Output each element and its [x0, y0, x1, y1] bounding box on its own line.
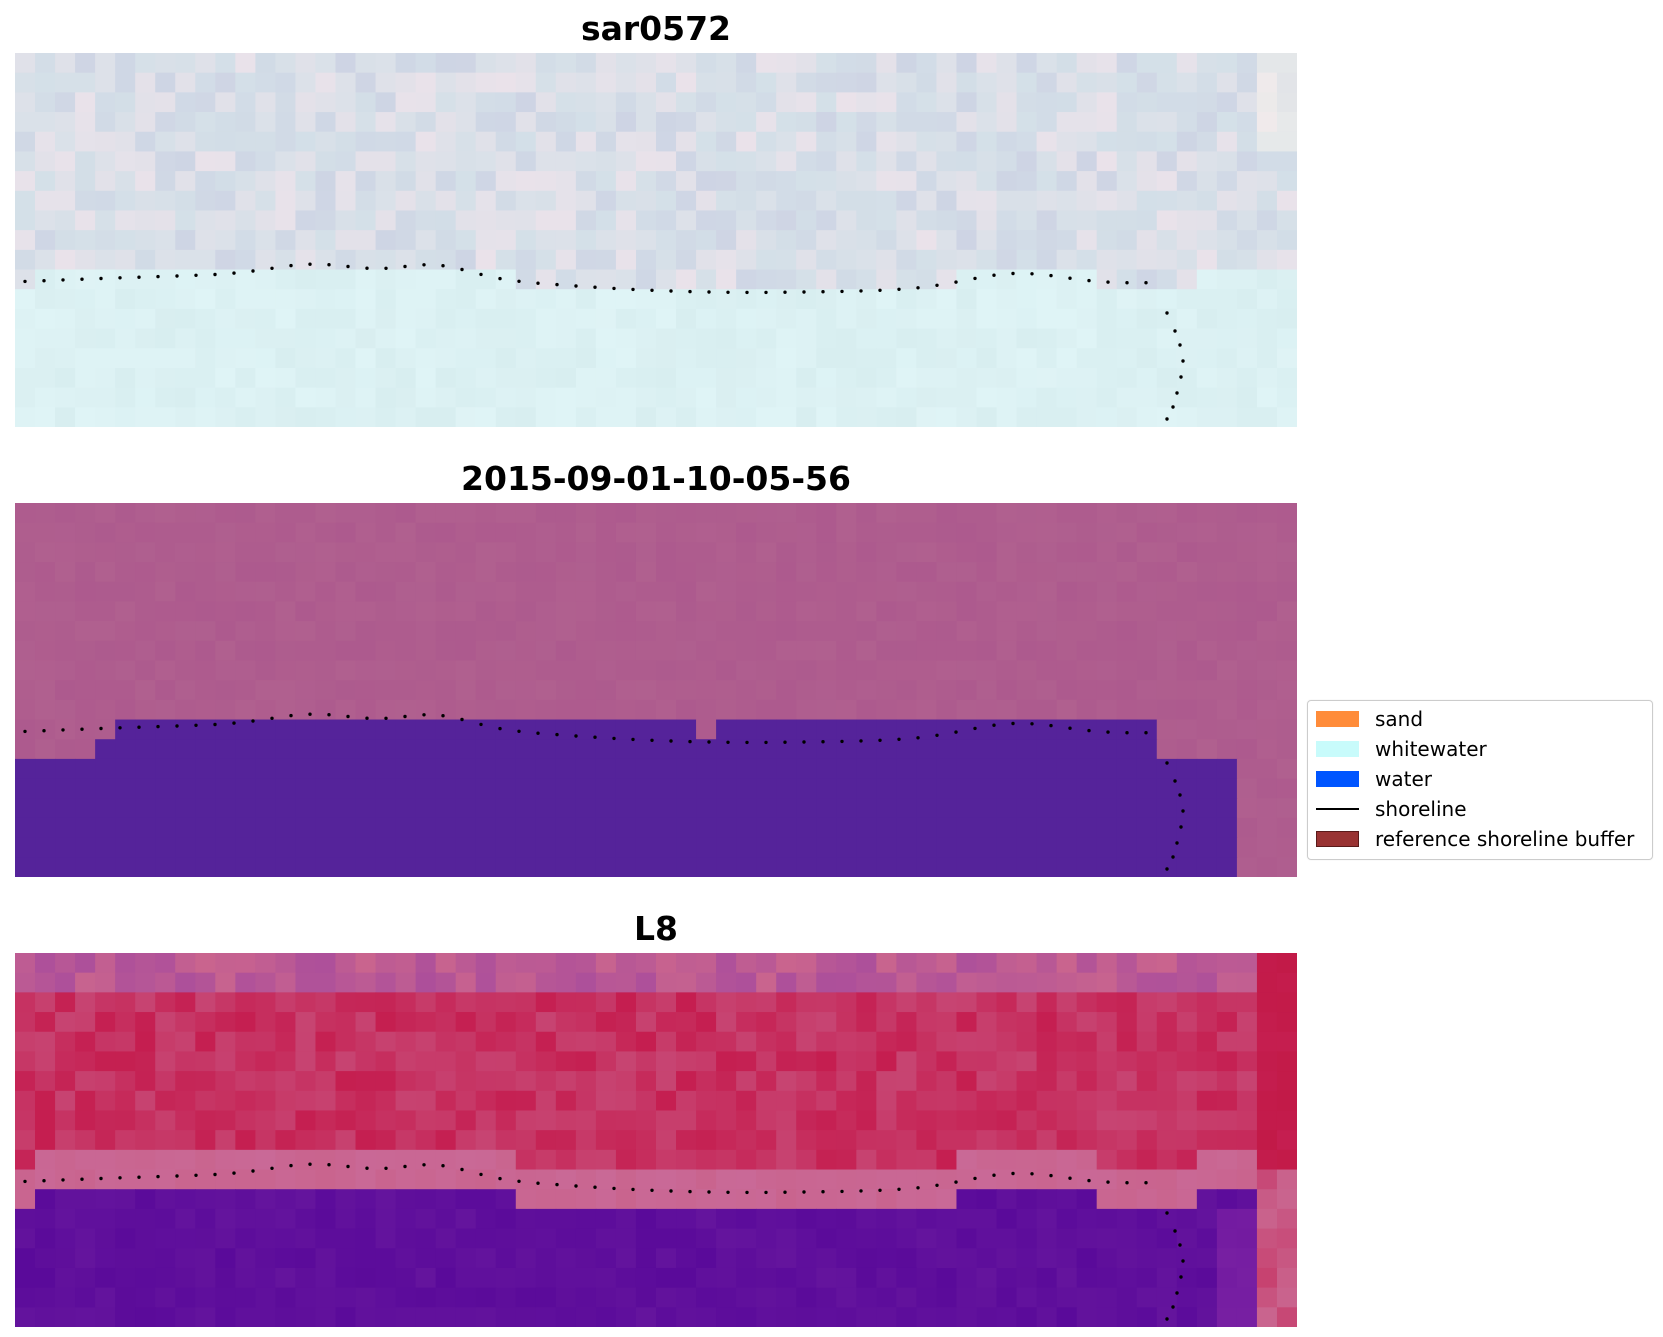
- legend-swatch-water: [1316, 771, 1359, 787]
- legend-label-water: water: [1375, 767, 1432, 791]
- legend-label-shoreline: shoreline: [1375, 797, 1467, 821]
- legend-item-reference-buffer: reference shoreline buffer: [1316, 827, 1634, 851]
- legend-label-reference-buffer: reference shoreline buffer: [1375, 827, 1635, 851]
- classified-image: [15, 503, 1297, 877]
- legend-item-water: water: [1316, 767, 1432, 791]
- legend-swatch-reference-buffer: [1316, 831, 1359, 847]
- rgb-image-panel: [15, 53, 1297, 427]
- legend-swatch-whitewater: [1316, 741, 1359, 757]
- legend-item-shoreline: shoreline: [1316, 797, 1467, 821]
- legend-item-sand: sand: [1316, 707, 1423, 731]
- panel-title-classified: 2015-09-01-10-05-56: [461, 459, 851, 498]
- legend-swatch-shoreline: [1316, 808, 1359, 810]
- legend: sand whitewater water shoreline referenc…: [1307, 700, 1653, 860]
- index-image-panel: [15, 953, 1297, 1327]
- legend-label-sand: sand: [1375, 707, 1424, 731]
- shoreline-index: [23, 1162, 1185, 1321]
- legend-label-whitewater: whitewater: [1375, 737, 1487, 761]
- shoreline-rgb: [23, 262, 1185, 421]
- legend-item-whitewater: whitewater: [1316, 737, 1487, 761]
- legend-swatch-sand: [1316, 711, 1359, 727]
- panel-title-rgb: sar0572: [580, 9, 732, 48]
- shoreline-classified: [23, 712, 1185, 871]
- rgb-image: [15, 53, 1297, 427]
- index-image: [15, 953, 1297, 1327]
- panel-title-index: L8: [634, 909, 678, 948]
- classified-image-panel: [15, 503, 1297, 877]
